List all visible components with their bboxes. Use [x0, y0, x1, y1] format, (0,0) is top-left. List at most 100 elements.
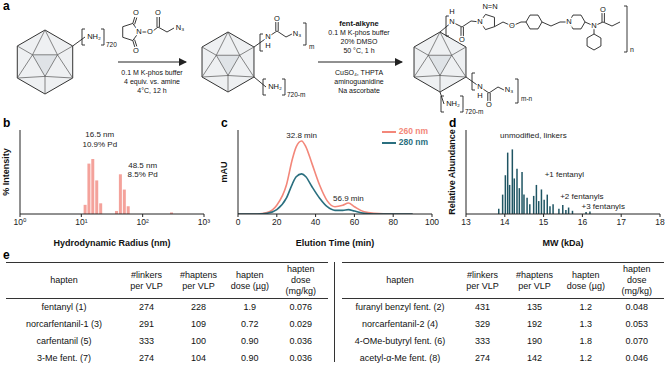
svg-text:N: N: [449, 17, 454, 26]
svg-text:10⁰: 10⁰: [14, 217, 27, 227]
svg-text:% Intensity: % Intensity: [1, 148, 11, 196]
html-text:0.72: 0.72: [241, 319, 259, 329]
svg-text:13: 13: [461, 217, 471, 227]
svg-text:m-n: m-n: [521, 95, 533, 102]
html-text:280 nm: 280 nm: [398, 137, 428, 147]
svg-text:32.8 min: 32.8 min: [286, 131, 317, 140]
html-text:260 nm: 260 nm: [398, 126, 428, 136]
svg-text:mAU: mAU: [219, 161, 229, 182]
svg-text:10²: 10²: [137, 217, 149, 227]
svg-text:40: 40: [311, 217, 321, 227]
html-text:228: 228: [191, 302, 207, 312]
svg-text:20% DMSO: 20% DMSO: [341, 38, 379, 45]
svg-text:17: 17: [616, 217, 626, 227]
svg-text:10¹: 10¹: [75, 217, 87, 227]
html-text:hapten: hapten: [50, 275, 78, 285]
svg-text:56.9 min: 56.9 min: [333, 194, 364, 203]
svg-text:O: O: [133, 46, 139, 55]
svg-text:N₃: N₃: [505, 85, 513, 94]
svg-text:H: H: [449, 7, 454, 16]
html-text:#haptens per VLP: #haptens per VLP: [180, 269, 218, 291]
svg-text:H: H: [477, 91, 482, 100]
svg-text:Hydrodynamic Radius (nm): Hydrodynamic Radius (nm): [53, 238, 170, 248]
svg-text:N: N: [477, 82, 482, 91]
html-text:109: 109: [191, 319, 207, 329]
svg-text:20: 20: [272, 217, 282, 227]
svg-text:N: N: [265, 32, 270, 41]
svg-text:+2 fentanyls: +2 fentanyls: [560, 192, 603, 201]
html-text:333: 333: [139, 336, 154, 346]
svg-text:Elution Time (min): Elution Time (min): [296, 238, 374, 248]
svg-text:unmodified, linkers: unmodified, linkers: [500, 131, 567, 140]
svg-text:N: N: [566, 17, 571, 26]
svg-text:CuSO₄, THPTA: CuSO₄, THPTA: [335, 69, 383, 76]
svg-text:N: N: [477, 17, 482, 26]
svg-text:+3 fentanyls: +3 fentanyls: [582, 202, 625, 211]
svg-text:O: O: [486, 100, 492, 109]
html-text:0.029: 0.029: [289, 319, 313, 329]
svg-text:720-m: 720-m: [287, 91, 305, 98]
svg-text:a: a: [3, 0, 10, 13]
html-text:carfentanil (5): carfentanil (5): [36, 336, 92, 346]
svg-text:18: 18: [655, 217, 665, 227]
html-text:hapten dose (mg/kg): hapten dose (mg/kg): [621, 264, 652, 296]
svg-text:N: N: [136, 27, 141, 36]
svg-text:O: O: [147, 27, 153, 36]
html-text:100: 100: [191, 336, 207, 346]
svg-text:N=N: N=N: [482, 2, 497, 11]
svg-text:H: H: [265, 41, 270, 50]
svg-text:N₃: N₃: [293, 29, 301, 38]
svg-text:100: 100: [425, 217, 439, 227]
svg-text:NH₂: NH₂: [268, 82, 282, 91]
svg-text:Na ascorbate: Na ascorbate: [338, 87, 380, 94]
svg-text:0: 0: [236, 217, 241, 227]
html-text:#linkers per VLP: #linkers per VLP: [466, 269, 499, 291]
svg-text:4°C, 12 h: 4°C, 12 h: [137, 87, 166, 94]
svg-text:aminoguanidine: aminoguanidine: [334, 78, 384, 86]
svg-text:720-m: 720-m: [465, 108, 483, 115]
svg-text:NH₂: NH₂: [446, 99, 460, 108]
svg-text:fent-alkyne: fent-alkyne: [339, 19, 379, 28]
html-text:0.90: 0.90: [241, 336, 259, 346]
svg-text:N₃: N₃: [176, 23, 184, 32]
svg-text:O: O: [133, 8, 139, 17]
svg-text:O: O: [274, 14, 280, 23]
svg-text:0.1 M K-phos buffer: 0.1 M K-phos buffer: [328, 29, 390, 37]
svg-text:720: 720: [106, 41, 117, 48]
svg-text:O: O: [600, 5, 606, 14]
html-text:hapten dose (µg): hapten dose (µg): [230, 269, 269, 291]
html-text:norcarfentanil-1 (3): norcarfentanil-1 (3): [26, 319, 102, 329]
svg-text:N: N: [591, 21, 596, 30]
svg-text:n: n: [630, 46, 634, 53]
svg-text:48.5 nm: 48.5 nm: [128, 161, 157, 170]
svg-text:10.9% Pd: 10.9% Pd: [82, 140, 117, 149]
svg-text:Relative Abundance: Relative Abundance: [447, 129, 457, 215]
svg-text:m: m: [309, 43, 314, 50]
svg-text:O: O: [509, 21, 515, 30]
html-text:#linkers per VLP: #linkers per VLP: [130, 269, 163, 291]
svg-text:60: 60: [350, 217, 360, 227]
html-text:1.9: 1.9: [243, 302, 257, 312]
svg-text:MW (kDa): MW (kDa): [543, 238, 584, 248]
svg-text:50 °C, 1 h: 50 °C, 1 h: [343, 47, 374, 54]
html-text:#haptens per VLP: #haptens per VLP: [516, 269, 554, 291]
svg-text:8.5% Pd: 8.5% Pd: [128, 170, 158, 179]
html-text:hapten dose (mg/kg): hapten dose (mg/kg): [285, 264, 316, 296]
svg-text:O: O: [459, 35, 465, 44]
svg-text:14: 14: [500, 217, 510, 227]
svg-text:+1 fentanyl: +1 fentanyl: [545, 170, 585, 179]
html-text:291: 291: [139, 319, 154, 329]
svg-text:15: 15: [539, 217, 549, 227]
svg-text:80: 80: [388, 217, 398, 227]
svg-text:4 equiv. vs. amine: 4 equiv. vs. amine: [124, 78, 180, 86]
svg-text:16: 16: [578, 217, 588, 227]
html-text:fentanyl (1): fentanyl (1): [41, 302, 87, 312]
svg-text:NH₂: NH₂: [87, 32, 101, 41]
svg-text:10³: 10³: [198, 217, 210, 227]
html-text:hapten dose (µg): hapten dose (µg): [566, 269, 605, 291]
html-text:274: 274: [139, 302, 154, 312]
html-text:0.076: 0.076: [289, 302, 313, 312]
svg-text:16.5 nm: 16.5 nm: [85, 130, 114, 139]
svg-text:0.1 M K-phos buffer: 0.1 M K-phos buffer: [121, 69, 183, 77]
svg-text:O: O: [155, 8, 161, 17]
